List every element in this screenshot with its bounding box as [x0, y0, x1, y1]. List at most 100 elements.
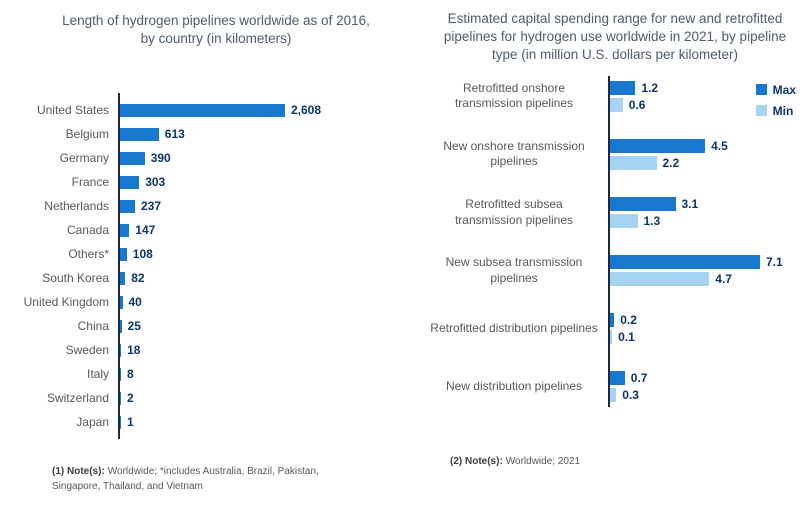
- country-bar: [120, 415, 121, 429]
- country-value: 390: [150, 151, 171, 166]
- country-bar-area: 147: [118, 223, 416, 237]
- left-note-text: Worldwide; *includes Australia, Brazil, …: [52, 466, 319, 493]
- country-bar-area: 8: [118, 367, 416, 381]
- country-bar-area: 40: [118, 295, 416, 309]
- left-note: (1) Note(s): Worldwide; *includes Austral…: [16, 464, 348, 494]
- country-value: 613: [164, 127, 185, 142]
- left-axis-line: [118, 93, 120, 440]
- country-row: France 303: [16, 170, 416, 194]
- min-bar: [610, 97, 623, 112]
- legend-swatch-max-icon: [755, 84, 767, 96]
- max-bar: [610, 371, 625, 386]
- right-chart-title: Estimated capital spending range for new…: [443, 11, 787, 63]
- country-value: 18: [127, 343, 141, 358]
- country-bar-area: 390: [118, 151, 416, 165]
- legend-swatch-min-icon: [755, 105, 767, 117]
- country-row: Germany 390: [16, 146, 416, 170]
- country-value: 147: [135, 223, 156, 238]
- pipeline-type-bars: 0.7 0.3: [608, 371, 800, 403]
- series-bar-row: 4.7: [610, 272, 800, 287]
- left-chart-title: Length of hydrogen pipelines worldwide a…: [62, 13, 370, 47]
- pipeline-type-label: Retrofitted distribution pipelines: [430, 321, 598, 336]
- chart-pipeline-length: Length of hydrogen pipelines worldwide a…: [16, 0, 416, 494]
- country-label: South Korea: [42, 271, 109, 286]
- country-label: United States: [36, 103, 109, 118]
- right-note: (2) Note(s): Worldwide; 2021: [430, 454, 800, 469]
- pipeline-type-group: New distribution pipelines 0.7 0.3: [430, 371, 800, 403]
- pipeline-type-label: Retrofitted onshore transmission pipelin…: [454, 80, 574, 111]
- legend-label-max: Max: [772, 82, 796, 97]
- pipeline-type-bars: 1.2 0.6: [608, 80, 800, 112]
- pipeline-type-group: Retrofitted onshore transmission pipelin…: [430, 81, 800, 112]
- min-value: 0.1: [618, 330, 635, 345]
- min-value: 0.6: [628, 97, 646, 112]
- min-bar: [610, 388, 617, 403]
- country-value: 303: [145, 175, 166, 190]
- country-label: Netherlands: [44, 199, 109, 214]
- max-bar: [610, 138, 706, 153]
- min-bar: [610, 214, 638, 229]
- min-value: 0.3: [622, 388, 639, 403]
- country-row: Italy 8: [16, 362, 416, 386]
- country-value: 2: [127, 391, 134, 406]
- chart-capital-spending: Estimated capital spending range for new…: [430, 0, 800, 469]
- country-bar: [120, 271, 126, 285]
- country-row: Canada 147: [16, 218, 416, 242]
- country-bar: [120, 367, 121, 381]
- country-row: Netherlands 237: [16, 194, 416, 218]
- pipeline-type-group: Retrofitted subsea transmission pipeline…: [430, 197, 800, 229]
- country-label: Italy: [86, 367, 109, 382]
- country-value: 82: [131, 271, 145, 286]
- country-label: Germany: [59, 151, 109, 166]
- series-bar-row: 4.5: [610, 138, 800, 153]
- country-row: South Korea 82: [16, 266, 416, 290]
- pipeline-type-label: New distribution pipelines: [445, 379, 583, 394]
- country-bar-area: 2,608: [118, 103, 416, 117]
- country-label: Others*: [68, 247, 109, 262]
- pipeline-type-label: New onshore transmission pipelines: [443, 138, 585, 169]
- country-bar: [120, 295, 123, 309]
- min-bar: [610, 330, 613, 345]
- series-bar-row: 0.1: [610, 330, 800, 345]
- pipeline-type-group: Retrofitted distribution pipelines 0.2 0.1: [430, 313, 800, 345]
- country-row: United Kingdom 40: [16, 290, 416, 314]
- min-bar: [610, 272, 710, 287]
- country-bar-area: 613: [118, 127, 416, 141]
- left-note-label: (1) Note(s):: [52, 466, 105, 478]
- country-label: Belgium: [65, 127, 109, 142]
- right-note-text: Worldwide; 2021: [505, 456, 581, 468]
- country-bar: [120, 103, 285, 117]
- max-bar: [610, 255, 760, 270]
- max-value: 7.1: [766, 255, 783, 270]
- max-value: 1.2: [641, 80, 659, 95]
- pipeline-type-bars: 3.1 1.3: [608, 197, 800, 229]
- country-label: France: [71, 175, 109, 190]
- country-bar-area: 25: [118, 319, 416, 333]
- max-value: 4.5: [711, 138, 728, 153]
- country-bar-area: 2: [118, 391, 416, 405]
- series-bar-row: 3.1: [610, 197, 800, 212]
- series-bar-row: 1.2: [610, 80, 800, 95]
- country-bar: [120, 391, 121, 405]
- country-value: 8: [127, 367, 134, 382]
- country-label: United Kingdom: [23, 295, 109, 310]
- series-bar-row: 1.3: [610, 214, 800, 229]
- max-bar: [610, 313, 615, 328]
- series-bar-row: 0.2: [610, 313, 800, 328]
- country-value: 1: [127, 415, 134, 430]
- country-value: 237: [141, 199, 162, 214]
- series-bar-row: 7.1: [610, 255, 800, 270]
- series-bar-row: 0.3: [610, 388, 800, 403]
- country-bar-area: 237: [118, 199, 416, 213]
- country-value: 2,608: [291, 103, 322, 118]
- min-value: 2.2: [662, 155, 680, 170]
- country-bar: [120, 127, 159, 141]
- series-bar-row: 2.2: [610, 155, 800, 170]
- max-bar: [610, 197, 676, 212]
- pipeline-type-group: New onshore transmission pipelines 4.5 2.2: [430, 139, 800, 170]
- country-bar: [120, 151, 145, 165]
- max-bar: [610, 80, 636, 95]
- country-value: 25: [127, 319, 141, 334]
- pipeline-type-bars: 7.1 4.7: [608, 255, 800, 287]
- max-value: 0.2: [620, 313, 637, 328]
